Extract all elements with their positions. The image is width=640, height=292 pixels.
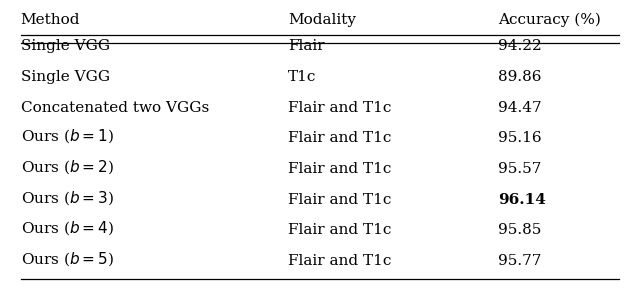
Text: 89.86: 89.86 <box>499 70 542 84</box>
Text: Flair: Flair <box>288 39 324 53</box>
Text: Flair and T1c: Flair and T1c <box>288 254 392 268</box>
Text: 95.16: 95.16 <box>499 131 542 145</box>
Text: Flair and T1c: Flair and T1c <box>288 131 392 145</box>
Text: Accuracy (%): Accuracy (%) <box>499 13 602 27</box>
Text: Modality: Modality <box>288 13 356 27</box>
Text: 94.22: 94.22 <box>499 39 542 53</box>
Text: Single VGG: Single VGG <box>20 39 109 53</box>
Text: Flair and T1c: Flair and T1c <box>288 223 392 237</box>
Text: 95.85: 95.85 <box>499 223 542 237</box>
Text: Ours ($b = 5$): Ours ($b = 5$) <box>20 250 113 268</box>
Text: 94.47: 94.47 <box>499 101 542 115</box>
Text: Single VGG: Single VGG <box>20 70 109 84</box>
Text: Ours ($b = 2$): Ours ($b = 2$) <box>20 158 113 176</box>
Text: Ours ($b = 3$): Ours ($b = 3$) <box>20 189 113 207</box>
Text: Flair and T1c: Flair and T1c <box>288 162 392 176</box>
Text: 95.77: 95.77 <box>499 254 542 268</box>
Text: Ours ($b = 1$): Ours ($b = 1$) <box>20 128 113 145</box>
Text: Flair and T1c: Flair and T1c <box>288 193 392 207</box>
Text: 95.57: 95.57 <box>499 162 542 176</box>
Text: 96.14: 96.14 <box>499 193 547 207</box>
Text: T1c: T1c <box>288 70 317 84</box>
Text: Concatenated two VGGs: Concatenated two VGGs <box>20 101 209 115</box>
Text: Flair and T1c: Flair and T1c <box>288 101 392 115</box>
Text: Ours ($b = 4$): Ours ($b = 4$) <box>20 220 113 237</box>
Text: Method: Method <box>20 13 80 27</box>
